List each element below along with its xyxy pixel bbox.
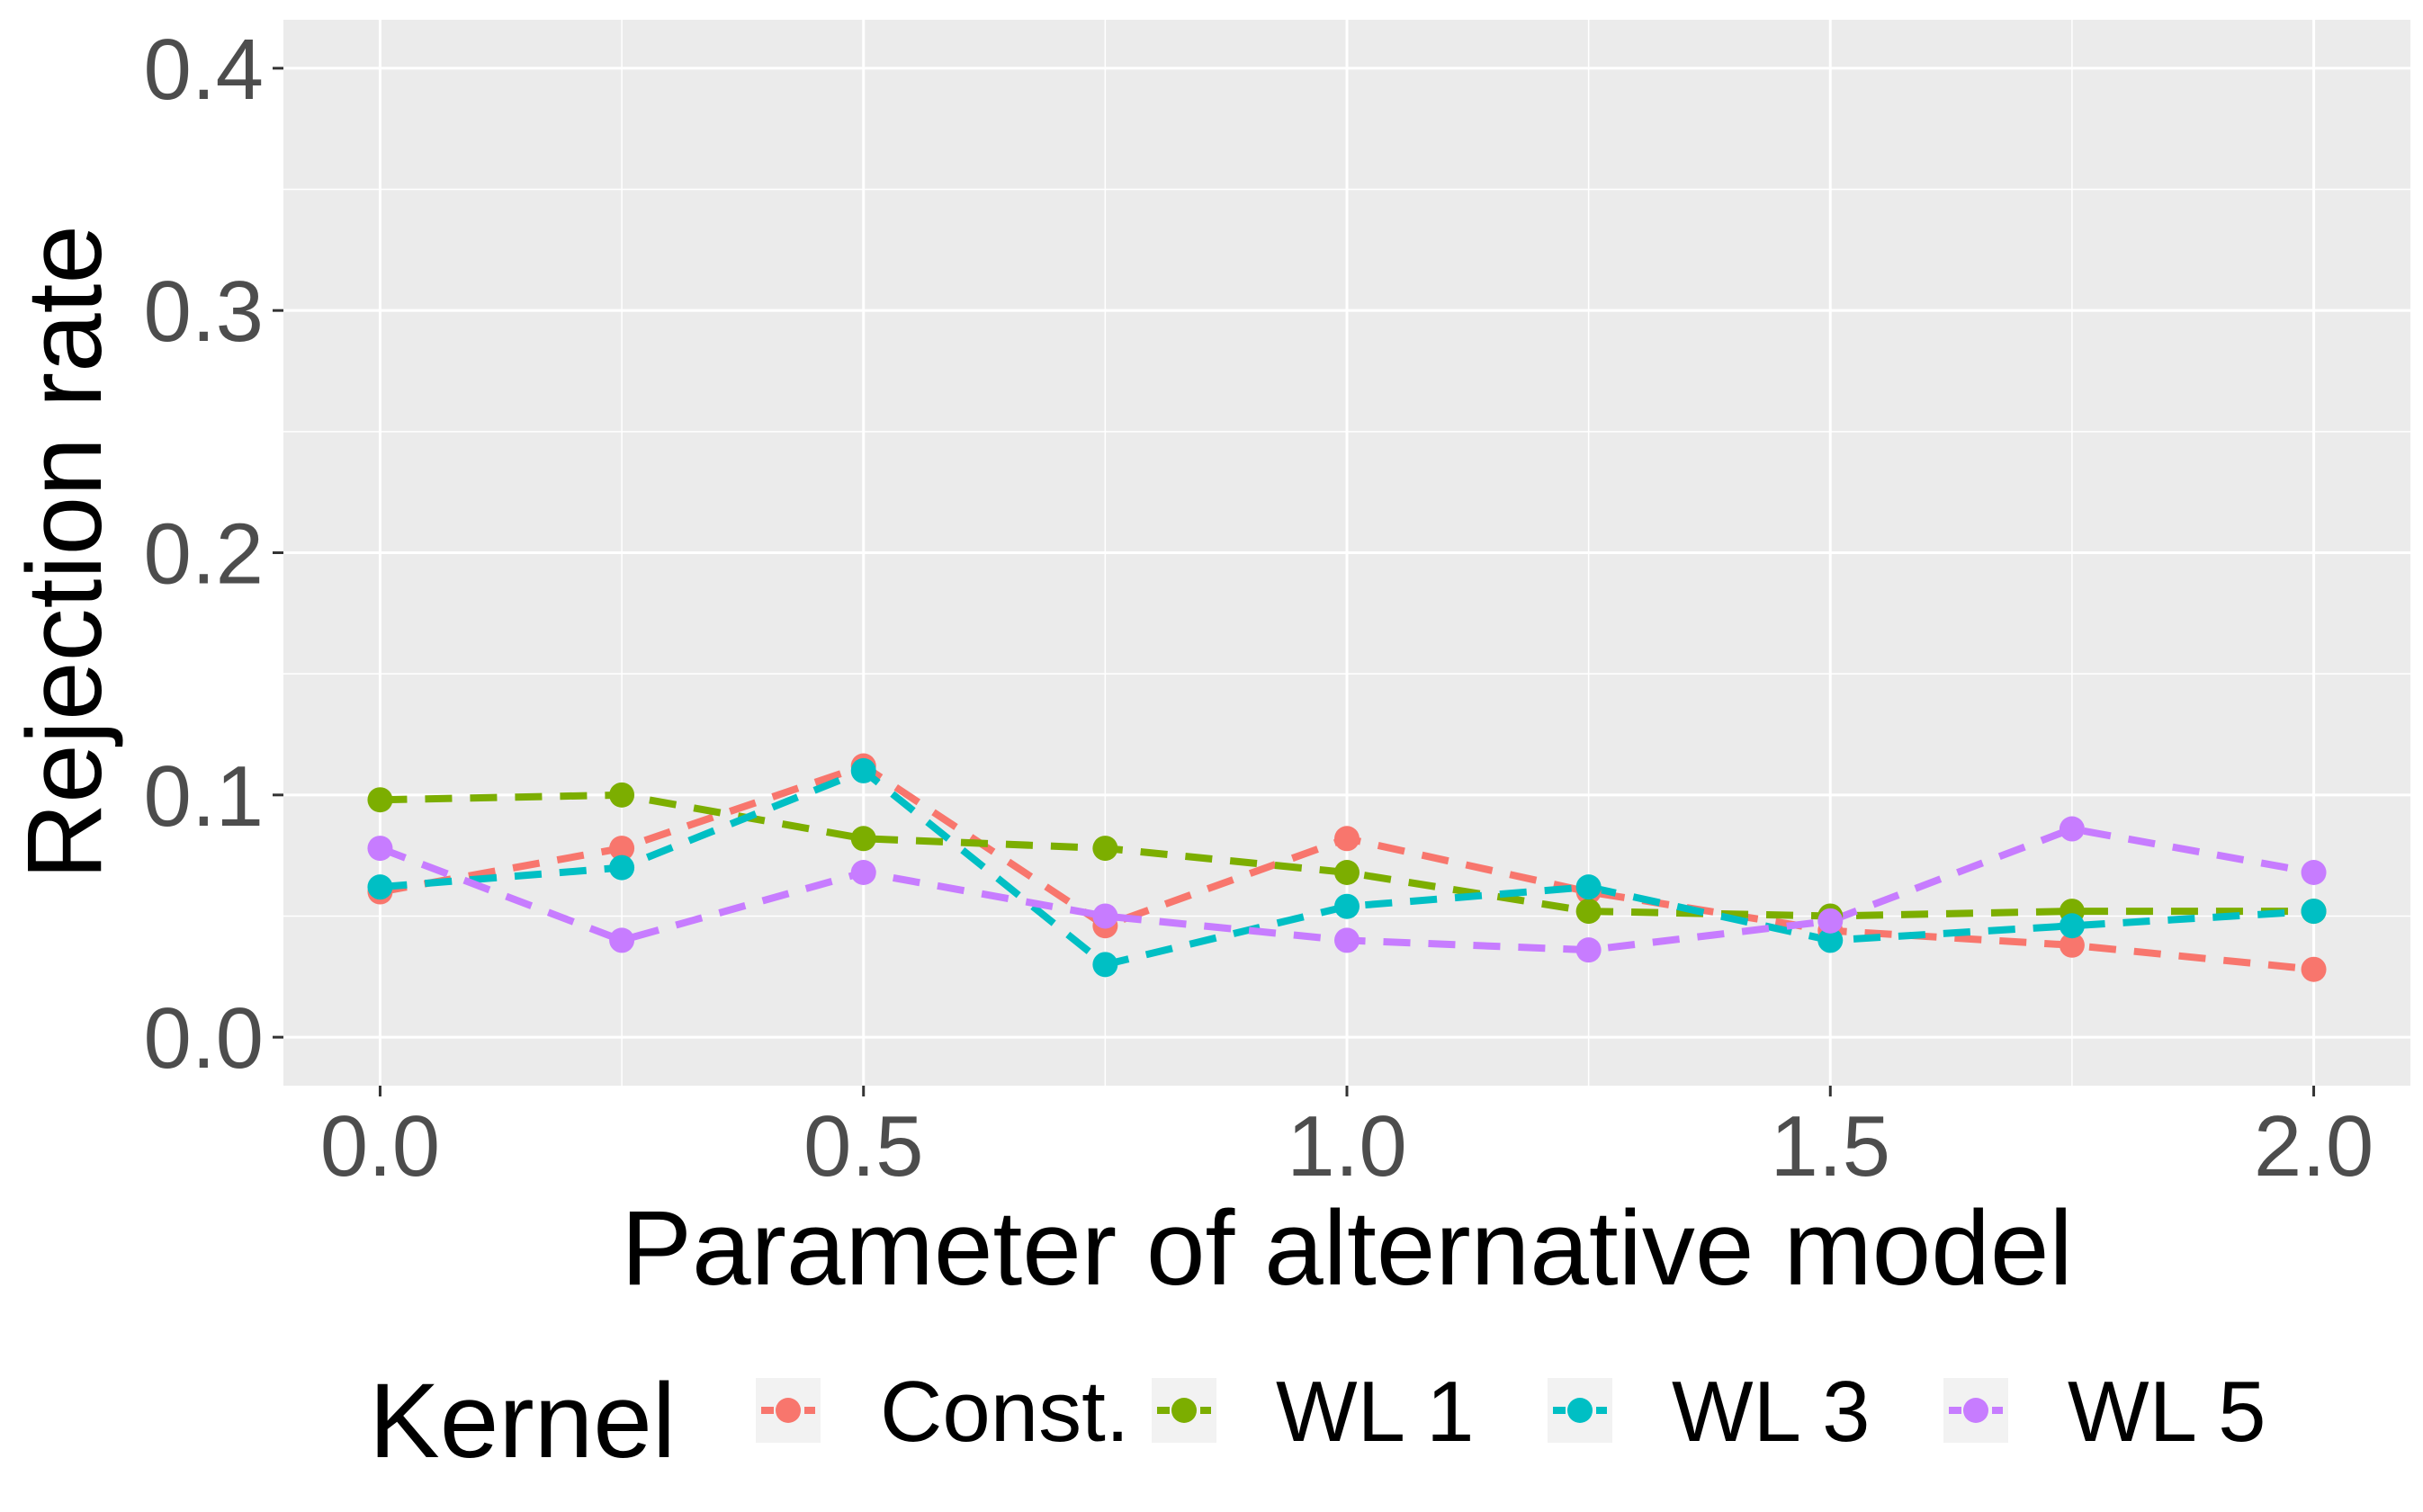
data-point xyxy=(367,836,393,862)
legend-marker xyxy=(1567,1398,1593,1423)
legend-label: WL 1 xyxy=(1276,1364,1475,1460)
x-tick-label: 1.5 xyxy=(1771,1098,1890,1194)
legend: Kernel Const. WL 1 WL 3 WL 5 xyxy=(369,1362,2266,1481)
data-point xyxy=(1334,927,1360,953)
x-tick-label: 2.0 xyxy=(2254,1098,2374,1194)
data-point xyxy=(2301,956,2327,982)
y-tick-label: 0.2 xyxy=(144,506,264,603)
legend-label: Const. xyxy=(880,1364,1129,1460)
data-point xyxy=(2059,913,2085,939)
x-axis-title: Parameter of alternative model xyxy=(621,1189,2072,1308)
data-point xyxy=(1092,836,1118,862)
data-point xyxy=(609,782,635,808)
legend-title: Kernel xyxy=(369,1362,676,1481)
y-tick-label: 0.4 xyxy=(144,22,264,118)
legend-marker xyxy=(1963,1398,1988,1423)
data-point xyxy=(1092,903,1118,929)
data-point xyxy=(850,826,876,852)
series-line xyxy=(380,791,2314,920)
data-point xyxy=(1575,937,1602,963)
data-point xyxy=(2301,899,2327,925)
data-point xyxy=(609,854,635,881)
data-point xyxy=(2059,816,2085,842)
data-point xyxy=(1817,927,1844,953)
legend-marker xyxy=(1171,1398,1197,1423)
data-point xyxy=(2301,860,2327,885)
data-point xyxy=(1817,908,1844,934)
axis-ticks: 0.0 0.5 1.0 1.5 2.0 0.0 0.1 0.2 0.3 0.4 xyxy=(144,22,2374,1194)
legend-label: WL 5 xyxy=(2068,1364,2266,1460)
data-point xyxy=(609,927,635,953)
data-point xyxy=(1575,874,1602,900)
x-tick-label: 0.0 xyxy=(320,1098,440,1194)
data-point xyxy=(1334,893,1360,919)
data-point xyxy=(1334,860,1360,885)
data-point xyxy=(367,787,393,813)
legend-marker xyxy=(776,1398,801,1423)
x-tick-label: 1.0 xyxy=(1287,1098,1406,1194)
data-point xyxy=(850,757,876,783)
y-axis-title: Rejection rate xyxy=(5,225,124,880)
data-point xyxy=(850,860,876,885)
x-tick-label: 0.5 xyxy=(803,1098,923,1194)
data-point xyxy=(1092,952,1118,978)
y-tick-label: 0.3 xyxy=(144,264,264,360)
data-point xyxy=(2059,932,2085,958)
data-point xyxy=(1575,899,1602,925)
y-tick-label: 0.0 xyxy=(144,990,264,1087)
data-point xyxy=(367,874,393,900)
legend-label: WL 3 xyxy=(1672,1364,1871,1460)
data-point xyxy=(1334,826,1360,852)
y-tick-label: 0.1 xyxy=(144,748,264,845)
series-layer xyxy=(367,753,2327,982)
data-point xyxy=(609,836,635,862)
